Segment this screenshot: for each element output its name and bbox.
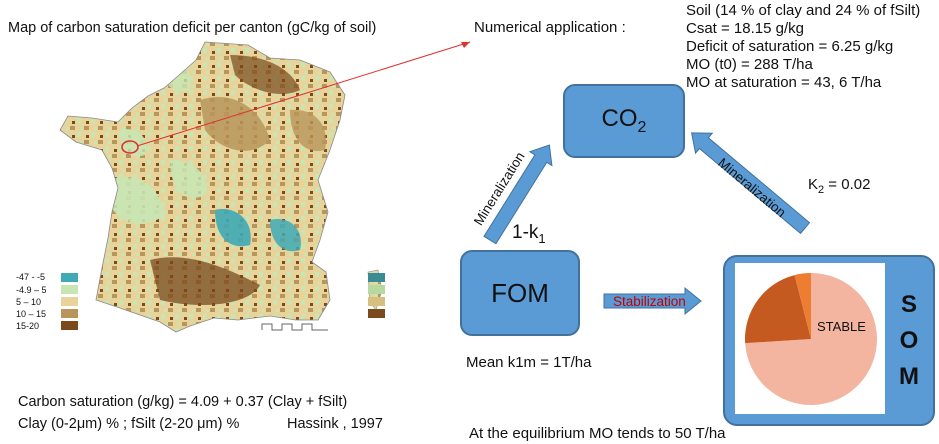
som-letter-m: M — [899, 363, 919, 390]
numerical-line-4: MO (t0) = 288 T/ha — [686, 56, 813, 73]
som-letter-o: O — [899, 327, 919, 354]
scale-bar — [261, 323, 328, 331]
mean-k1m-label: Mean k1m = 1T/ha — [466, 354, 592, 371]
som-letter-s: S — [900, 291, 917, 318]
formula-line-1: Carbon saturation (g/kg) = 4.09 + 0.37 (… — [18, 394, 348, 410]
legend-swatch-right-2 — [368, 285, 385, 294]
legend-swatch-1 — [61, 273, 78, 282]
pointer-line — [136, 41, 471, 147]
k2-label: K2 = 0.02 — [808, 176, 871, 196]
formula-line-2: Clay (0-2μm) % ; fSilt (2-20 μm) % — [18, 416, 240, 432]
co2-label: CO2 — [601, 105, 647, 136]
legend-label-5: 15-20 — [16, 321, 40, 331]
legend-swatch-4 — [61, 309, 78, 318]
legend-label-3: 5 – 10 — [16, 297, 42, 307]
legend-swatch-3 — [61, 297, 78, 306]
pie-slice-dark — [745, 275, 811, 344]
formula-citation: Hassink , 1997 — [287, 416, 383, 432]
pie-slice-small — [794, 273, 811, 339]
numerical-list: Soil (14 % of clay and 24 % of fSilt) Cs… — [686, 2, 920, 92]
mineralization-right-arrow — [691, 132, 811, 235]
legend-swatch-2 — [61, 285, 78, 294]
k1-label: 1-k1 — [512, 222, 546, 246]
legend-swatch-right-4 — [368, 309, 385, 318]
co2-box: CO2 — [563, 84, 685, 158]
legend-label-2: -4.9 – 5 — [16, 285, 47, 295]
pie-slice-stable — [745, 273, 877, 405]
numerical-line-3: Deficit of saturation = 6.25 g/kg — [686, 38, 894, 55]
numerical-line-2: Csat = 18.15 g/kg — [686, 20, 804, 37]
legend-label-1: -47 - -5 — [16, 272, 46, 282]
legend-label-4: 10 – 15 — [16, 309, 47, 319]
pie-chart — [745, 273, 877, 405]
legend-swatch-right-1 — [368, 273, 385, 282]
location-marker — [121, 140, 139, 154]
fom-label: FOM — [491, 277, 549, 308]
legend-swatch-5 — [61, 321, 78, 330]
legend-swatch-right-3 — [368, 297, 385, 306]
numerical-line-5: MO at saturation = 43, 6 T/ha — [686, 74, 882, 91]
som-letters: S O M — [895, 287, 923, 395]
stabilization-label: Stabilization — [613, 294, 686, 309]
som-box: STABLE S O M — [723, 255, 935, 426]
numerical-heading: Numerical application : — [474, 19, 626, 36]
fom-box: FOM — [460, 250, 580, 336]
stable-label: STABLE — [817, 319, 866, 334]
equilibrium-label: At the equilibrium MO tends to 50 T/ha — [469, 425, 726, 442]
numerical-line-1: Soil (14 % of clay and 24 % of fSilt) — [686, 2, 921, 19]
map-title: Map of carbon saturation deficit per can… — [8, 20, 377, 36]
mineralization-left-arrow — [483, 144, 553, 245]
stabilization-arrow — [603, 286, 702, 316]
